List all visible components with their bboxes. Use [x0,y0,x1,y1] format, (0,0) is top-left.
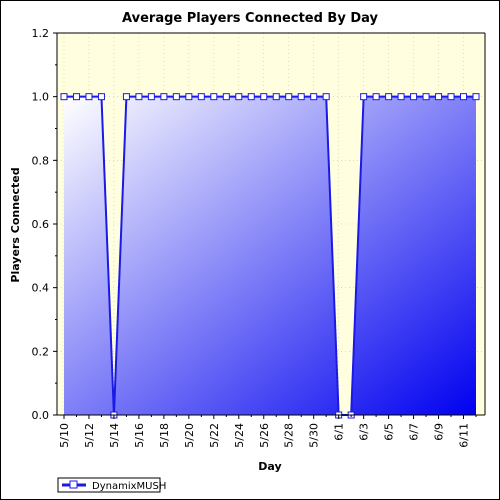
x-tick-label: 5/20 [183,423,196,448]
x-tick-label: 5/16 [133,423,146,448]
data-point [197,93,205,101]
x-tick-label: 5/28 [283,423,296,448]
x-tick-label: 6/7 [408,423,421,441]
data-point [285,93,293,101]
x-tick-label: 5/12 [83,423,96,448]
data-point [260,93,268,101]
data-point [97,93,105,101]
data-point [460,93,468,101]
data-point [185,93,193,101]
y-axis-ticks: 0.0 0.2 0.4 0.6 0.8 1.0 1.2 [32,27,57,422]
x-tick-label: 5/10 [58,423,71,448]
x-tick-label: 6/9 [433,423,446,441]
data-point [372,93,380,101]
x-tick-label: 6/1 [333,423,346,441]
x-tick-label: 5/24 [233,423,246,448]
x-tick-label: 6/5 [383,423,396,441]
y-tick-label: 1.0 [32,91,50,104]
legend: DynamixMUSH [57,477,166,493]
data-point [222,93,230,101]
data-point [360,93,368,101]
data-point [397,93,405,101]
data-point [147,93,155,101]
legend-box [57,477,161,493]
x-axis-ticks: 5/10 5/12 5/14 5/16 5/18 5/20 5/22 5/24 5/26 5/28… [58,415,477,448]
y-tick-label: 0.0 [32,409,50,422]
data-point [135,93,143,101]
data-point [435,93,443,101]
y-tick-label: 0.6 [32,218,50,231]
x-tick-label: 5/26 [258,423,271,448]
y-tick-label: 0.2 [32,345,50,358]
y-tick-label: 0.8 [32,154,50,167]
y-tick-label: 1.2 [32,27,50,40]
x-tick-label: 5/30 [308,423,321,448]
data-point [247,93,255,101]
data-point [210,93,218,101]
data-point [122,93,130,101]
series-line [64,95,476,416]
chart-title: Average Players Connected By Day [122,11,378,26]
legend-label: DynamixMUSH [92,481,166,492]
x-tick-label: 6/3 [358,423,371,441]
data-point [297,93,305,101]
data-point [472,93,480,101]
data-point [385,93,393,101]
x-axis-label: Day [258,460,281,473]
data-point [235,93,243,101]
x-tick-label: 5/22 [208,423,221,448]
x-tick-label: 5/14 [108,423,121,448]
series-area [64,96,476,416]
y-axis-label: Players Connected [9,167,22,282]
data-point [60,93,68,101]
y-tick-label: 0.4 [32,282,50,295]
data-point [422,93,430,101]
data-point [272,93,280,101]
data-point [410,93,418,101]
data-point [72,93,80,101]
data-point [447,93,455,101]
data-point [310,93,318,101]
x-tick-label: 6/11 [458,423,471,448]
data-point [172,93,180,101]
data-point [85,93,93,101]
x-tick-label: 5/18 [158,423,171,448]
data-point [160,93,168,101]
data-point [322,93,330,101]
legend-marker-icon [69,480,78,489]
